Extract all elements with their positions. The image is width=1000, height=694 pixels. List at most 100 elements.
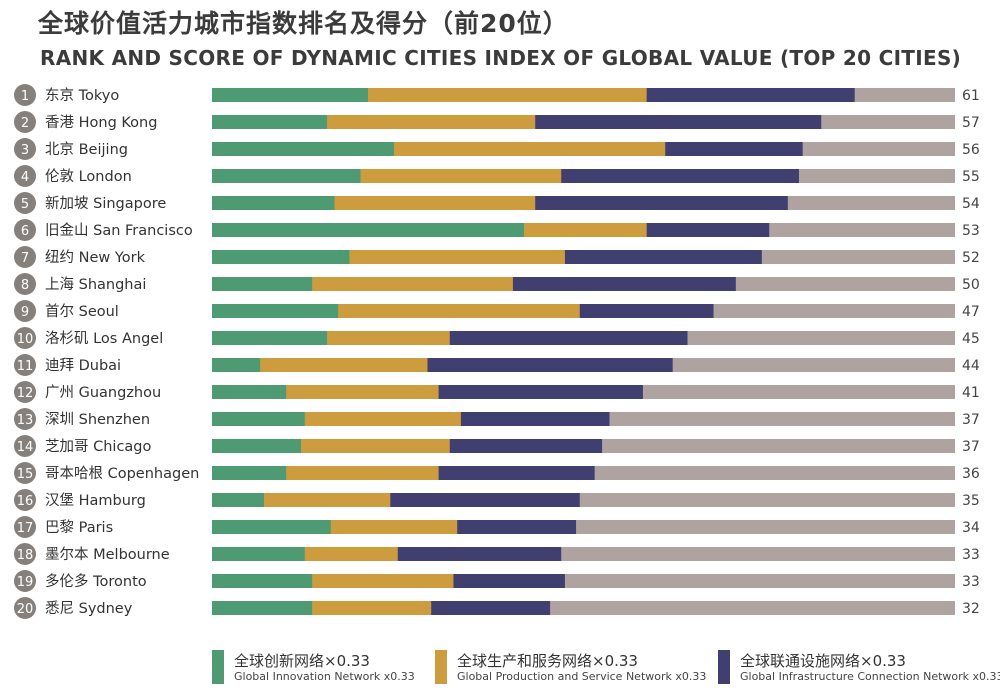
legend-label-en: Global Production and Service Network x0… (457, 670, 707, 683)
bar-segment-production (349, 250, 565, 264)
city-label: 广州 Guangzhou (45, 384, 161, 401)
bar-segment-infrastructure (397, 547, 562, 561)
bar-segment-infrastructure (564, 250, 762, 264)
rank-number: 9 (21, 305, 29, 320)
bar-segment-infrastructure (561, 169, 799, 183)
bar-segment-infrastructure (646, 223, 770, 237)
bar-segment-infrastructure (453, 574, 565, 588)
bar-segment-production (264, 493, 391, 507)
city-label: 伦敦 London (45, 168, 132, 185)
city-label: 墨尔本 Melbourne (45, 546, 170, 563)
bar-segment-innovation (212, 115, 328, 129)
bar-segment-production (286, 466, 439, 480)
bar-segment-innovation (212, 223, 525, 237)
bar-segment-production (327, 331, 450, 345)
bar-segment-production (312, 601, 432, 615)
city-label: 北京 Beijing (45, 141, 128, 158)
rank-number: 14 (17, 440, 34, 455)
rank-badge (14, 138, 36, 160)
city-label: 哥本哈根 Copenhagen (45, 465, 199, 482)
bar-segment-innovation (212, 331, 328, 345)
chart-title: 全球价值活力城市指数排名及得分（前20位） (38, 9, 569, 38)
bar-segment-infrastructure (535, 196, 788, 210)
rank-badge (14, 489, 36, 511)
rank-number: 1 (21, 89, 29, 104)
rank-badge (14, 597, 36, 619)
bar-segment-innovation (212, 88, 369, 102)
bar-segment-innovation (212, 547, 305, 561)
bar-segment-production (368, 88, 647, 102)
rank-badge (14, 408, 36, 430)
rank-badge (14, 570, 36, 592)
legend-label-cn: 全球创新网络×0.33 (234, 652, 370, 670)
bar-segment-innovation (212, 304, 339, 318)
bar-segment-production (327, 115, 536, 129)
bar-segment-production (312, 574, 454, 588)
legend-swatch-innovation (212, 650, 224, 684)
score-label: 57 (962, 115, 980, 131)
rank-number: 2 (21, 116, 29, 131)
bar-segment-innovation (212, 520, 331, 534)
bar-segment-innovation (212, 601, 313, 615)
bar-segment-infrastructure (460, 412, 610, 426)
bar-segment-production (394, 142, 666, 156)
score-label: 55 (962, 169, 980, 185)
rank-badge (14, 165, 36, 187)
rank-number: 3 (21, 143, 29, 158)
rank-badge (14, 327, 36, 349)
score-label: 34 (962, 520, 980, 536)
city-label: 悉尼 Sydney (45, 600, 133, 617)
bar-segment-production (524, 223, 647, 237)
city-label: 芝加哥 Chicago (45, 438, 152, 455)
bar-segment-production (260, 358, 428, 372)
legend-label-cn: 全球联通设施网络×0.33 (740, 652, 906, 670)
rank-badge (14, 219, 36, 241)
score-label: 33 (962, 574, 980, 590)
bar-segment-infrastructure (457, 520, 577, 534)
city-label: 上海 Shanghai (45, 276, 146, 293)
rank-badge (14, 192, 36, 214)
rank-number: 15 (17, 467, 34, 482)
score-label: 41 (962, 385, 980, 401)
score-label: 36 (962, 466, 980, 482)
bar-segment-production (301, 439, 450, 453)
rank-number: 20 (17, 602, 34, 617)
bar-segment-innovation (212, 493, 265, 507)
legend-label-en: Global Infrastructure Connection Network… (740, 670, 1000, 683)
score-label: 53 (962, 223, 980, 239)
bar-segment-infrastructure (438, 466, 595, 480)
city-label: 洛杉矶 Los Angel (45, 330, 163, 347)
bar-segment-production (304, 547, 398, 561)
bar-segment-infrastructure (512, 277, 736, 291)
rank-badge (14, 435, 36, 457)
rank-number: 10 (17, 332, 34, 347)
bar-segment-infrastructure (390, 493, 580, 507)
rank-badge (14, 354, 36, 376)
score-label: 56 (962, 142, 980, 158)
rank-number: 4 (21, 170, 29, 185)
rank-number: 13 (17, 413, 34, 428)
rank-number: 8 (21, 278, 29, 293)
city-label: 纽约 New York (45, 249, 146, 266)
score-label: 54 (962, 196, 980, 212)
bar-segment-innovation (212, 574, 313, 588)
score-label: 61 (962, 88, 980, 104)
city-label: 首尔 Seoul (45, 303, 119, 320)
rank-number: 17 (17, 521, 34, 536)
bar-segment-infrastructure (665, 142, 803, 156)
bar-segment-production (338, 304, 580, 318)
bar-segment-infrastructure (535, 115, 822, 129)
bar-segment-production (330, 520, 458, 534)
score-label: 50 (962, 277, 980, 293)
city-label: 多伦多 Toronto (45, 573, 147, 590)
rank-badge (14, 462, 36, 484)
rank-number: 18 (17, 548, 34, 563)
rank-number: 16 (17, 494, 34, 509)
bar-segment-infrastructure (646, 88, 855, 102)
bar-segment-infrastructure (427, 358, 673, 372)
score-label: 44 (962, 358, 980, 374)
bar-segment-innovation (212, 142, 395, 156)
city-label: 巴黎 Paris (45, 519, 113, 536)
rank-badge (14, 543, 36, 565)
